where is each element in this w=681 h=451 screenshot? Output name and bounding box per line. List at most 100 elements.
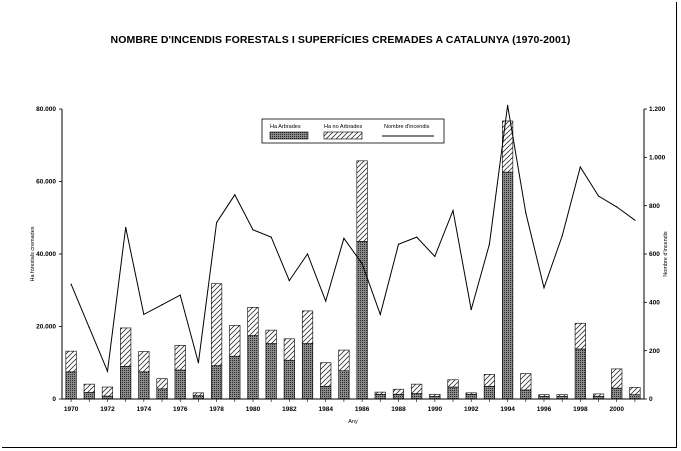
bar-arbrades-1974 bbox=[138, 371, 150, 400]
bar-arbrades-1995 bbox=[520, 389, 532, 400]
x-tick-label: 1970 bbox=[64, 406, 79, 413]
bar-arbrades-1976 bbox=[174, 369, 186, 400]
x-tick-label: 1982 bbox=[282, 406, 297, 413]
bar-arbrades-1984 bbox=[320, 386, 332, 400]
point-incendis-1970 bbox=[70, 283, 72, 285]
bar-arbrades-1980 bbox=[247, 335, 259, 400]
bar-no-arbrades-1995 bbox=[520, 373, 532, 391]
y-right-tick-label: 1.000 bbox=[649, 155, 666, 162]
point-incendis-1981 bbox=[270, 236, 272, 238]
x-tick-label: 1972 bbox=[100, 406, 115, 413]
point-incendis-1975 bbox=[161, 304, 163, 306]
bar-arbrades-1994 bbox=[502, 171, 514, 400]
bar-arbrades-1979 bbox=[229, 355, 241, 400]
line-nombre-incendis bbox=[70, 105, 636, 374]
bar-arbrades-1983 bbox=[301, 343, 314, 400]
bar-arbrades-2001 bbox=[629, 394, 641, 400]
x-tick-label: 1988 bbox=[391, 406, 406, 413]
point-incendis-1995 bbox=[525, 212, 527, 214]
bar-no-arbrades-1972 bbox=[101, 386, 114, 397]
point-incendis-1997 bbox=[561, 235, 563, 237]
bar-no-arbrades-1982 bbox=[283, 338, 295, 361]
x-tick-label: 1994 bbox=[500, 406, 515, 413]
bar-no-arbrades-1975 bbox=[156, 378, 168, 390]
point-incendis-2001 bbox=[634, 219, 636, 221]
y-right-tick-label: 800 bbox=[649, 203, 660, 210]
x-tick-label: 2000 bbox=[609, 406, 624, 413]
legend-swatch-dot bbox=[269, 131, 309, 140]
bar-no-arbrades-1984 bbox=[320, 362, 332, 387]
x-axis-label: Any bbox=[348, 419, 358, 425]
y-axis-left-label: Ha forestals cremades bbox=[30, 226, 36, 281]
bar-no-arbrades-1977 bbox=[192, 392, 204, 397]
y-right-tick-label: 1.200 bbox=[649, 106, 666, 113]
bar-no-arbrades-1992 bbox=[465, 392, 477, 395]
bar-arbrades-1981 bbox=[265, 343, 277, 400]
point-incendis-1971 bbox=[88, 327, 90, 329]
legend-label-0: Ha Arbrades bbox=[270, 124, 301, 130]
x-tick-label: 1990 bbox=[428, 406, 443, 413]
x-tick-label: 1992 bbox=[464, 406, 479, 413]
bar-no-arbrades-1996 bbox=[538, 394, 550, 397]
bar-no-arbrades-1981 bbox=[265, 329, 277, 344]
bar-arbrades-1973 bbox=[120, 366, 132, 400]
x-tick-label: 1974 bbox=[137, 406, 152, 413]
bar-no-arbrades-1971 bbox=[83, 383, 95, 393]
point-incendis-1986 bbox=[361, 263, 363, 265]
chart-title: NOMBRE D'INCENDIS FORESTALS I SUPERFÍCIE… bbox=[110, 34, 571, 46]
bar-no-arbrades-1980 bbox=[247, 306, 259, 336]
bar-no-arbrades-1983 bbox=[301, 310, 314, 344]
y-right-tick-label: 200 bbox=[649, 348, 660, 355]
point-incendis-1973 bbox=[125, 226, 127, 229]
bar-no-arbrades-1987 bbox=[374, 391, 386, 395]
bar-arbrades-1992 bbox=[465, 393, 477, 400]
bar-no-arbrades-1990 bbox=[429, 393, 441, 397]
x-tick-label: 1976 bbox=[173, 406, 188, 413]
point-incendis-1980 bbox=[252, 229, 254, 231]
bar-no-arbrades-1970 bbox=[65, 350, 77, 373]
x-tick-label: 1986 bbox=[355, 406, 370, 413]
bar-arbrades-1987 bbox=[374, 393, 386, 400]
y-left-tick-label: 40.000 bbox=[36, 251, 56, 258]
point-incendis-1974 bbox=[143, 313, 145, 316]
point-incendis-1989 bbox=[416, 236, 418, 238]
legend-swatch-hatch bbox=[323, 131, 363, 140]
y-left-tick-label: 0 bbox=[52, 396, 56, 403]
x-tick-label: 1998 bbox=[573, 406, 588, 413]
point-incendis-1994 bbox=[506, 104, 509, 106]
bar-no-arbrades-1999 bbox=[592, 393, 605, 397]
x-tick-label: 1978 bbox=[209, 406, 224, 413]
y-right-tick-label: 0 bbox=[649, 396, 653, 403]
y-left-tick-label: 60.000 bbox=[36, 179, 56, 186]
legend-label-1: Ha no Arbrades bbox=[324, 124, 362, 130]
point-incendis-1984 bbox=[325, 300, 327, 302]
point-incendis-1992 bbox=[470, 308, 472, 311]
bar-arbrades-2000 bbox=[611, 387, 623, 400]
x-tick-label: 1984 bbox=[318, 406, 333, 413]
bar-no-arbrades-1991 bbox=[447, 379, 459, 388]
bar-no-arbrades-2000 bbox=[611, 368, 623, 389]
bar-no-arbrades-1973 bbox=[120, 327, 132, 367]
point-incendis-2000 bbox=[616, 206, 618, 208]
bar-arbrades-1988 bbox=[392, 393, 405, 400]
bar-arbrades-1982 bbox=[283, 359, 295, 400]
x-tick-label: 1996 bbox=[537, 406, 552, 413]
point-incendis-1977 bbox=[197, 362, 200, 364]
bar-no-arbrades-2001 bbox=[629, 387, 641, 395]
point-incendis-1996 bbox=[543, 287, 545, 289]
bar-arbrades-1975 bbox=[156, 388, 168, 400]
y-axis-right-label: Nombre d'incendis bbox=[663, 231, 669, 277]
point-incendis-1982 bbox=[288, 279, 290, 282]
point-incendis-1976 bbox=[179, 294, 181, 296]
point-incendis-1979 bbox=[234, 194, 236, 196]
bar-arbrades-1991 bbox=[447, 386, 459, 400]
bar-no-arbrades-1997 bbox=[556, 394, 568, 397]
bar-arbrades-1978 bbox=[211, 365, 223, 400]
bar-arbrades-1998 bbox=[574, 348, 586, 400]
bar-no-arbrades-1988 bbox=[392, 388, 405, 395]
point-incendis-1991 bbox=[452, 209, 454, 212]
x-tick-label: 1980 bbox=[246, 406, 261, 413]
point-incendis-1983 bbox=[306, 253, 309, 255]
bar-no-arbrades-1985 bbox=[338, 349, 350, 372]
